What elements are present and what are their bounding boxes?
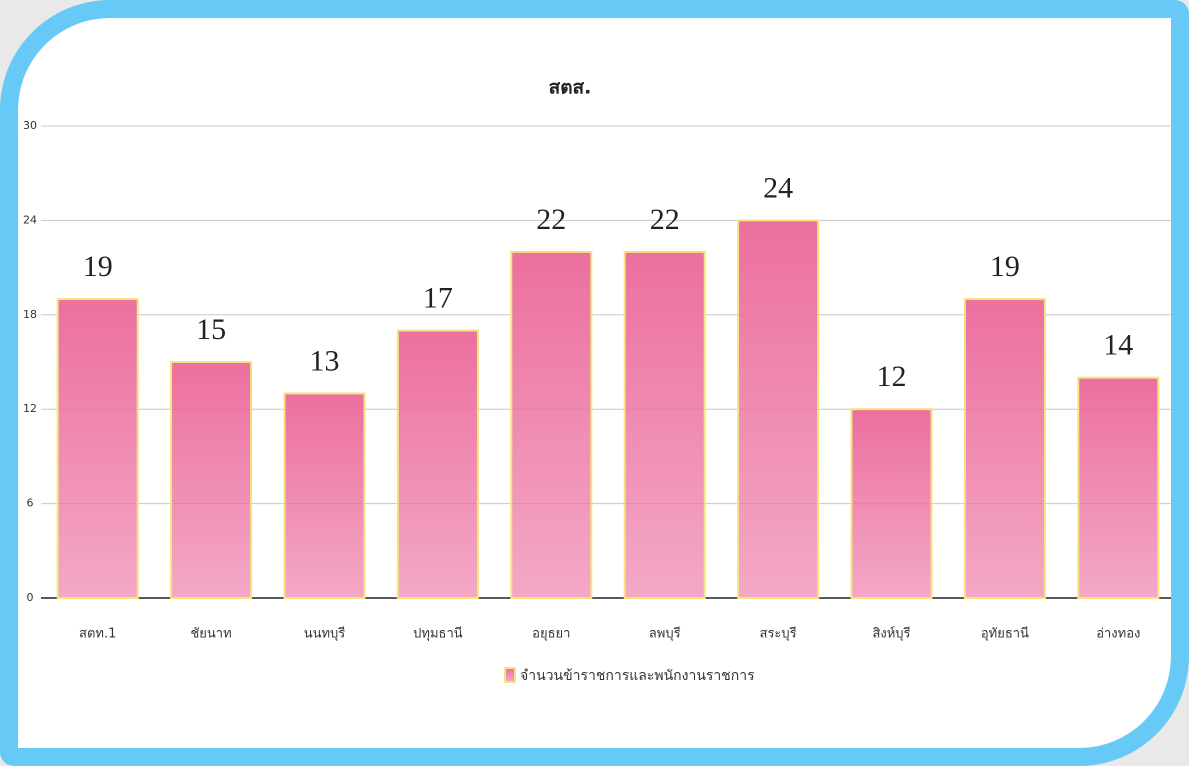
bar bbox=[1077, 376, 1160, 599]
x-tick-label: สตท.1 bbox=[79, 627, 116, 642]
bar bbox=[56, 298, 139, 599]
x-tick-label: ชัยนาท bbox=[190, 627, 231, 642]
y-tick-label: 18 bbox=[23, 308, 37, 321]
bar bbox=[283, 392, 366, 600]
bar bbox=[963, 298, 1046, 599]
data-label: 13 bbox=[310, 344, 340, 377]
data-label: 19 bbox=[990, 250, 1020, 283]
y-tick-label: 6 bbox=[27, 497, 34, 510]
bar bbox=[396, 329, 479, 599]
data-label: 19 bbox=[83, 250, 113, 283]
y-tick-label: 30 bbox=[23, 119, 37, 132]
bar bbox=[170, 361, 253, 599]
data-label: 24 bbox=[763, 171, 793, 204]
x-tick-label: อยุธยา bbox=[532, 627, 570, 642]
legend-swatch bbox=[504, 667, 516, 683]
x-tick-label: อุทัยธานี bbox=[981, 626, 1029, 642]
x-tick-label: ปทุมธานี bbox=[413, 626, 463, 642]
y-tick-label: 12 bbox=[23, 402, 37, 415]
x-tick-label: สระบุรี bbox=[760, 626, 797, 642]
bar bbox=[623, 250, 706, 599]
data-label: 15 bbox=[196, 313, 226, 346]
data-label: 17 bbox=[423, 281, 453, 314]
data-label: 12 bbox=[877, 360, 907, 393]
x-tick-label: สิงห์บุรี bbox=[872, 626, 910, 642]
data-label: 22 bbox=[536, 203, 566, 236]
x-tick-label: อ่างทอง bbox=[1096, 627, 1140, 642]
chart-title: สตส. bbox=[549, 77, 592, 99]
x-tick-label: ลพบุรี bbox=[649, 626, 681, 642]
bar bbox=[510, 250, 593, 599]
x-tick-label: นนทบุรี bbox=[304, 626, 346, 642]
data-label: 22 bbox=[650, 203, 680, 236]
legend-label: จำนวนข้าราชการและพนักงานราชการ bbox=[520, 668, 755, 684]
bar bbox=[850, 408, 933, 600]
bar bbox=[737, 219, 820, 599]
data-label: 14 bbox=[1103, 329, 1133, 362]
y-tick-label: 0 bbox=[27, 591, 34, 604]
y-tick-label: 24 bbox=[23, 213, 37, 226]
